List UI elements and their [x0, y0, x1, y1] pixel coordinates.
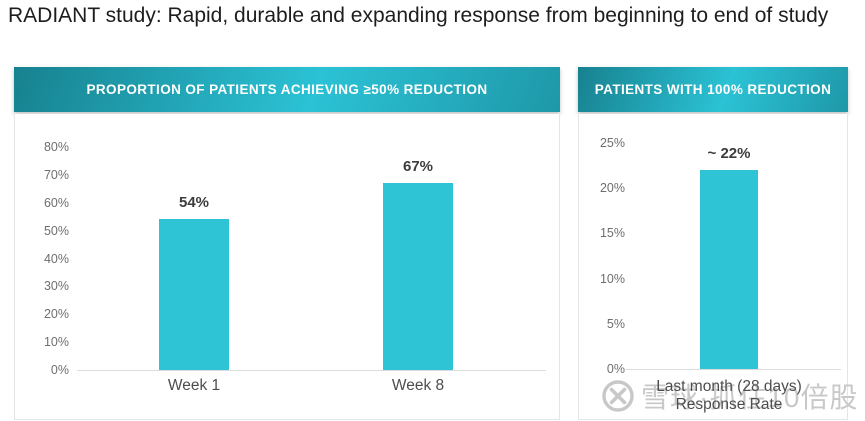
bar-value-label: ~ 22%	[707, 145, 751, 163]
y-tick-label: 60%	[43, 195, 69, 210]
y-tick-label: 10%	[599, 271, 625, 286]
category-label: Week 1	[167, 377, 221, 394]
y-tick-label: 15%	[599, 226, 625, 241]
x-axis-line	[77, 370, 546, 371]
y-tick-label: 20%	[599, 181, 625, 196]
category-label: Last month (28 days)	[656, 378, 802, 395]
chart-panel-left: 0% 10% 20% 30% 40% 50% 60% 70% 80% 54% Week 1 67% We…	[14, 114, 560, 420]
bar	[700, 170, 758, 369]
bar-chart-50pct-reduction: 0% 10% 20% 30% 40% 50% 60% 70% 80% 54% Week 1 67% We…	[15, 114, 559, 419]
bar-value-label: 67%	[402, 158, 434, 176]
xueqiu-logo-icon	[602, 380, 634, 412]
bar	[383, 183, 453, 370]
y-tick-label: 70%	[43, 167, 69, 182]
chart-header-right: PATIENTS WITH 100% REDUCTION	[578, 67, 848, 112]
y-tick-label: 20%	[43, 307, 69, 322]
y-tick-label: 5%	[606, 316, 625, 331]
bar-value-label: 54%	[178, 194, 210, 212]
y-tick-label: 0%	[606, 362, 625, 376]
y-tick-label: 0%	[50, 363, 69, 377]
bar	[159, 219, 229, 370]
category-label: Response Rate	[675, 396, 783, 413]
y-tick-label: 10%	[43, 335, 69, 350]
watermark-text: 雪球·抓住10倍股	[641, 382, 859, 413]
y-tick-label: 40%	[43, 251, 69, 266]
chart-header-left: PROPORTION OF PATIENTS ACHIEVING ≥50% RE…	[14, 67, 560, 112]
chart-panel-right: 雪球·抓住10倍股 0% 5% 10% 15% 20% 25% ~ 22% Last mont…	[578, 114, 857, 420]
x-axis-line	[626, 369, 841, 370]
y-tick-label: 25%	[599, 136, 625, 150]
category-label: Week 8	[391, 377, 445, 394]
page-title: RADIANT study: Rapid, durable and expand…	[8, 4, 829, 27]
bar-chart-100pct-reduction: 0% 5% 10% 15% 20% 25% ~ 22% Last month (28 days…	[579, 114, 847, 419]
watermark: 雪球·抓住10倍股	[601, 376, 858, 416]
y-tick-label: 80%	[43, 140, 69, 154]
y-tick-label: 30%	[43, 279, 69, 294]
y-tick-label: 50%	[43, 223, 69, 238]
